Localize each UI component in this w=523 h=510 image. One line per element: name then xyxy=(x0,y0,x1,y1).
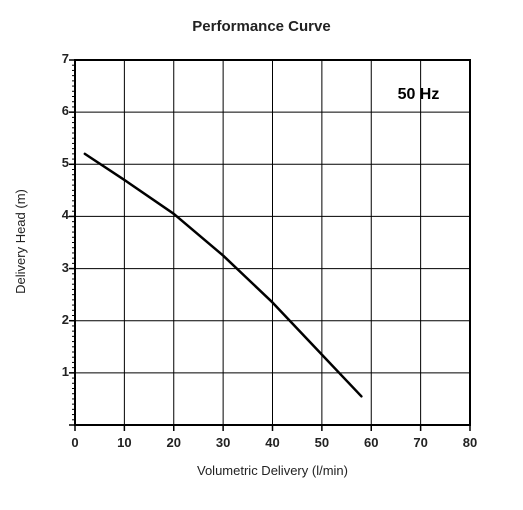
x-tick-label: 0 xyxy=(65,435,85,450)
chart-title: Performance Curve xyxy=(0,18,523,35)
x-tick-label: 30 xyxy=(213,435,233,450)
y-tick-label: 2 xyxy=(51,312,69,327)
x-tick-label: 70 xyxy=(411,435,431,450)
performance-curve-figure: Performance Curve Delivery Head (m) Volu… xyxy=(0,0,523,510)
y-axis-label: Delivery Head (m) xyxy=(13,59,28,424)
y-tick-label: 5 xyxy=(51,155,69,170)
x-tick-label: 40 xyxy=(263,435,283,450)
x-tick-label: 20 xyxy=(164,435,184,450)
x-tick-label: 60 xyxy=(361,435,381,450)
y-tick-label: 6 xyxy=(51,103,69,118)
annotation-50hz: 50 Hz xyxy=(398,86,440,104)
x-axis-label: Volumetric Delivery (l/min) xyxy=(75,463,470,478)
x-tick-label: 50 xyxy=(312,435,332,450)
y-tick-label: 3 xyxy=(51,260,69,275)
y-tick-label: 1 xyxy=(51,364,69,379)
plot-area xyxy=(75,60,470,425)
x-tick-label: 10 xyxy=(114,435,134,450)
x-tick-label: 80 xyxy=(460,435,480,450)
y-tick-label: 7 xyxy=(51,51,69,66)
chart-svg xyxy=(75,60,470,425)
y-tick-label: 4 xyxy=(51,207,69,222)
